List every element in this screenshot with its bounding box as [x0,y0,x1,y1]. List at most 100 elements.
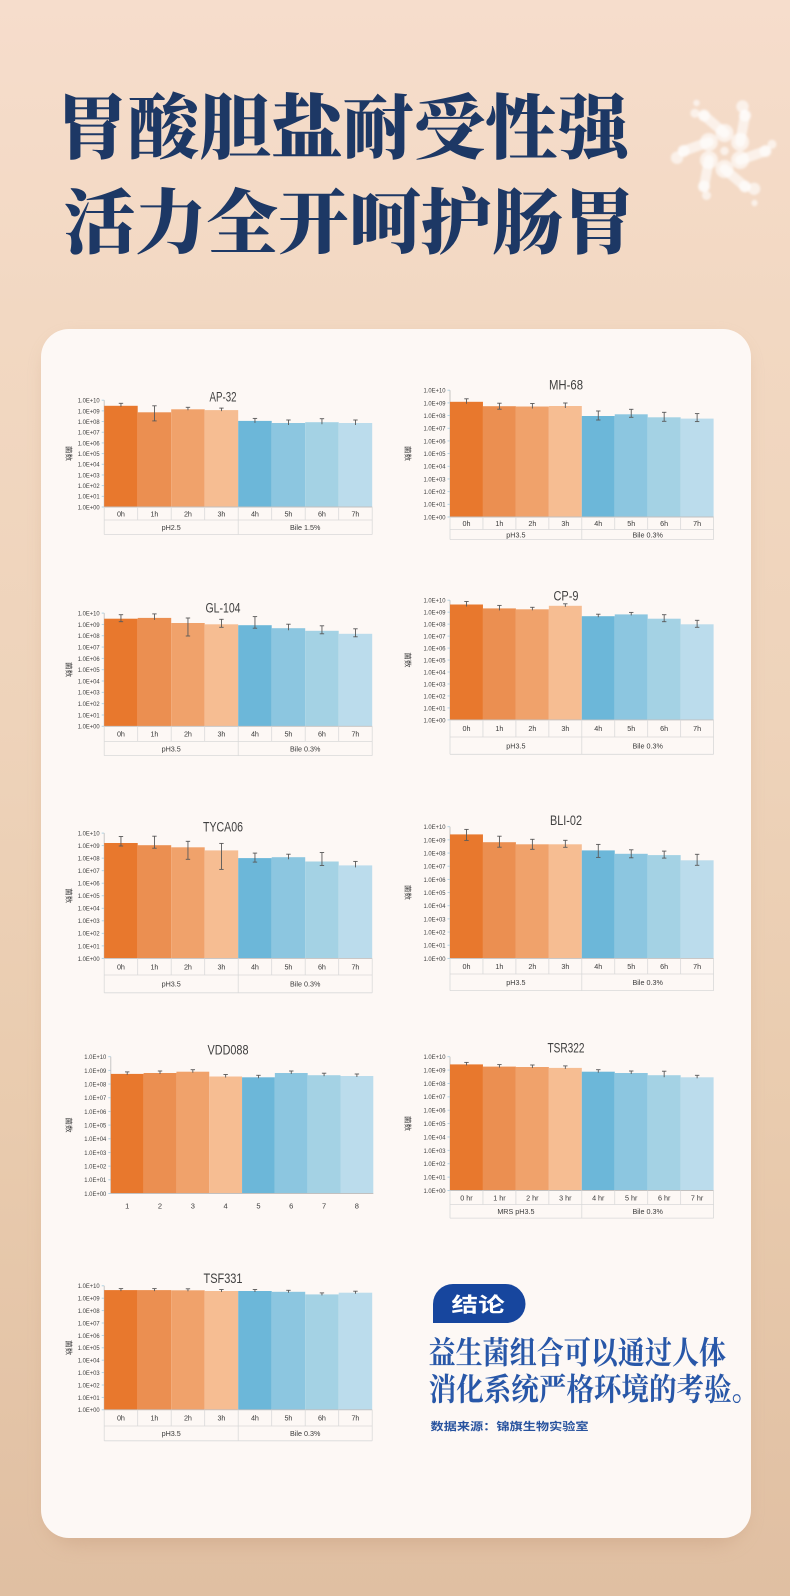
svg-text:7h: 7h [693,519,701,528]
svg-text:1.0E+09: 1.0E+09 [424,1068,446,1075]
svg-text:1.0E+07: 1.0E+07 [424,426,446,433]
svg-text:1.0E+05: 1.0E+05 [78,1345,100,1352]
svg-text:6: 6 [289,1202,293,1211]
svg-text:1.0E+00: 1.0E+00 [84,1191,106,1198]
svg-text:0h: 0h [117,730,125,739]
svg-text:1: 1 [125,1202,129,1211]
svg-text:CP-9: CP-9 [554,589,579,604]
svg-text:1.0E+01: 1.0E+01 [78,494,100,501]
svg-text:8: 8 [355,1202,359,1211]
svg-text:4 hr: 4 hr [592,1193,605,1202]
svg-text:0h: 0h [462,962,470,971]
svg-text:1.0E+02: 1.0E+02 [78,1382,100,1389]
svg-text:6h: 6h [318,1414,326,1423]
svg-text:4h: 4h [251,1414,259,1423]
svg-text:3: 3 [191,1202,195,1211]
svg-text:1.0E+01: 1.0E+01 [424,502,446,509]
svg-text:1.0E+00: 1.0E+00 [78,956,100,963]
svg-text:Bile 0.3%: Bile 0.3% [290,1429,321,1438]
svg-text:Bile 0.3%: Bile 0.3% [633,741,664,750]
svg-text:1.0E+08: 1.0E+08 [424,1081,446,1088]
svg-text:1.0E+10: 1.0E+10 [78,831,100,838]
svg-text:1.0E+09: 1.0E+09 [78,1296,100,1303]
svg-text:1.0E+09: 1.0E+09 [78,622,100,629]
svg-text:1.0E+10: 1.0E+10 [424,598,446,605]
svg-text:1.0E+04: 1.0E+04 [424,669,446,676]
svg-text:Bile 0.3%: Bile 0.3% [633,530,664,539]
svg-text:1.0E+06: 1.0E+06 [84,1109,106,1116]
svg-text:1.0E+08: 1.0E+08 [78,856,100,863]
svg-text:7h: 7h [351,963,359,972]
svg-text:1.0E+04: 1.0E+04 [78,906,100,913]
svg-text:1.0E+08: 1.0E+08 [78,1308,100,1315]
svg-text:1.0E+02: 1.0E+02 [78,701,100,708]
svg-text:1.0E+09: 1.0E+09 [78,843,100,850]
svg-text:Bile 0.3%: Bile 0.3% [633,978,664,987]
svg-text:6 hr: 6 hr [658,1193,671,1202]
svg-text:2h: 2h [184,1414,192,1423]
svg-text:5h: 5h [284,1414,292,1423]
svg-text:1.0E+03: 1.0E+03 [78,690,100,697]
svg-text:3h: 3h [217,963,225,972]
svg-text:1.0E+00: 1.0E+00 [78,1407,100,1414]
svg-text:1h: 1h [495,962,503,971]
svg-text:1.0E+10: 1.0E+10 [424,388,446,395]
svg-text:4h: 4h [251,509,259,518]
svg-text:0h: 0h [117,509,125,518]
svg-text:1.0E+02: 1.0E+02 [84,1164,106,1171]
svg-text:1.0E+00: 1.0E+00 [424,956,446,963]
svg-text:pH3.5: pH3.5 [162,980,181,989]
svg-text:1.0E+04: 1.0E+04 [78,462,100,469]
svg-text:1.0E+03: 1.0E+03 [78,918,100,925]
svg-text:1.0E+05: 1.0E+05 [424,1121,446,1128]
svg-text:1.0E+06: 1.0E+06 [78,1333,100,1340]
svg-text:1.0E+10: 1.0E+10 [78,1283,100,1290]
svg-text:2h: 2h [528,962,536,971]
svg-text:1.0E+03: 1.0E+03 [84,1150,106,1157]
svg-text:1.0E+06: 1.0E+06 [78,881,100,888]
svg-text:pH3.5: pH3.5 [162,1429,181,1438]
svg-text:7h: 7h [351,1414,359,1423]
svg-text:5h: 5h [627,724,635,733]
svg-text:1h: 1h [150,509,158,518]
svg-text:1.0E+07: 1.0E+07 [424,634,446,641]
svg-text:Bile 0.3%: Bile 0.3% [290,980,321,989]
svg-text:1.0E+05: 1.0E+05 [78,451,100,458]
svg-text:1.0E+01: 1.0E+01 [424,705,446,712]
svg-text:7h: 7h [351,509,359,518]
svg-text:1.0E+02: 1.0E+02 [424,693,446,700]
svg-text:4h: 4h [594,724,602,733]
svg-text:1.0E+03: 1.0E+03 [424,476,446,483]
svg-text:1.0E+06: 1.0E+06 [424,877,446,884]
svg-text:pH3.5: pH3.5 [162,744,181,753]
svg-text:1.0E+07: 1.0E+07 [78,868,100,875]
svg-text:1.0E+09: 1.0E+09 [424,610,446,617]
svg-text:1.0E+05: 1.0E+05 [424,451,446,458]
svg-text:1.0E+07: 1.0E+07 [78,430,100,437]
svg-text:1.0E+09: 1.0E+09 [78,408,100,415]
svg-text:0h: 0h [117,963,125,972]
svg-text:pH3.5: pH3.5 [506,530,525,539]
svg-text:6h: 6h [660,962,668,971]
svg-text:1.0E+02: 1.0E+02 [424,489,446,496]
svg-text:2 hr: 2 hr [526,1193,539,1202]
svg-text:1.0E+07: 1.0E+07 [84,1095,106,1102]
svg-text:1.0E+08: 1.0E+08 [78,633,100,640]
svg-text:AP-32: AP-32 [210,390,237,405]
svg-text:1h: 1h [150,1414,158,1423]
svg-text:6h: 6h [318,730,326,739]
svg-text:1.0E+02: 1.0E+02 [424,930,446,937]
svg-text:1.0E+01: 1.0E+01 [84,1177,106,1184]
svg-text:1 hr: 1 hr [493,1193,506,1202]
svg-text:1.0E+05: 1.0E+05 [424,657,446,664]
svg-text:4h: 4h [594,962,602,971]
svg-text:4: 4 [224,1202,228,1211]
svg-text:1h: 1h [150,963,158,972]
svg-text:Bile 1.5%: Bile 1.5% [290,523,321,532]
svg-text:1.0E+07: 1.0E+07 [424,864,446,871]
svg-text:1.0E+07: 1.0E+07 [424,1094,446,1101]
svg-text:5h: 5h [284,963,292,972]
svg-text:1.0E+04: 1.0E+04 [78,1358,100,1365]
svg-text:1.0E+10: 1.0E+10 [78,398,100,405]
svg-text:1.0E+02: 1.0E+02 [424,1161,446,1168]
